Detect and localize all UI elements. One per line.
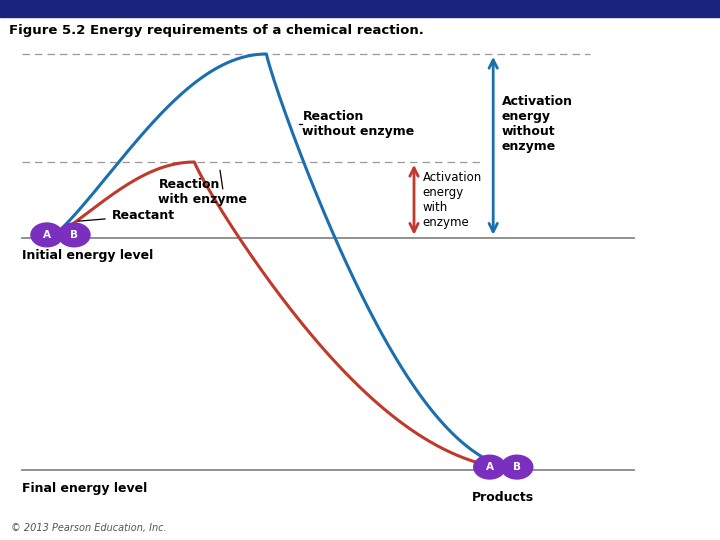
Text: Reaction
with enzyme: Reaction with enzyme (158, 178, 248, 206)
Text: B: B (513, 462, 521, 472)
Text: Figure 5.2 Energy requirements of a chemical reaction.: Figure 5.2 Energy requirements of a chem… (9, 24, 424, 37)
Text: Initial energy level: Initial energy level (22, 249, 153, 262)
Text: Reactant: Reactant (112, 210, 175, 222)
Circle shape (474, 455, 505, 479)
Circle shape (31, 223, 63, 247)
Text: Final energy level: Final energy level (22, 482, 147, 495)
Text: Activation
energy
with
enzyme: Activation energy with enzyme (423, 171, 482, 229)
Text: B: B (70, 230, 78, 240)
Text: Activation
energy
without
enzyme: Activation energy without enzyme (502, 95, 573, 153)
Circle shape (58, 223, 90, 247)
Circle shape (501, 455, 533, 479)
Text: A: A (42, 230, 51, 240)
Text: A: A (485, 462, 494, 472)
Bar (0, 0, 720, 17)
Text: Reaction
without enzyme: Reaction without enzyme (302, 110, 415, 138)
Text: © 2013 Pearson Education, Inc.: © 2013 Pearson Education, Inc. (11, 523, 166, 533)
Text: Products: Products (472, 491, 534, 504)
